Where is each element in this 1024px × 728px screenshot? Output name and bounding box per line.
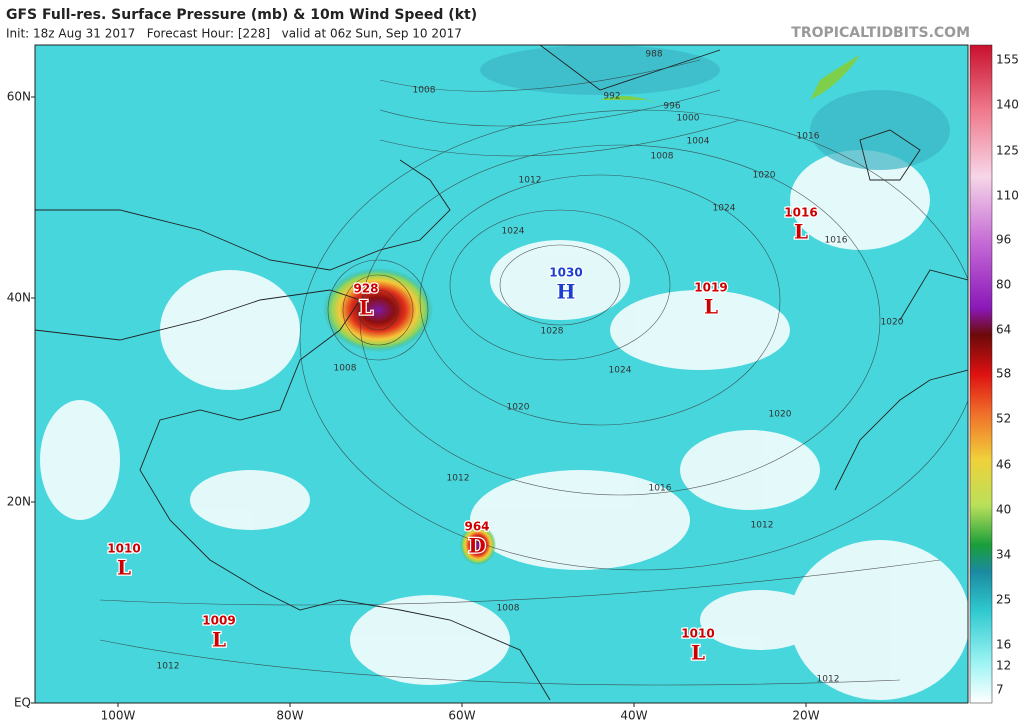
lon-label: 20W xyxy=(792,709,819,723)
subtitle: Init: 18z Aug 31 2017 Forecast Hour: [22… xyxy=(6,27,462,41)
colorbar-label: 80 xyxy=(996,278,1011,292)
center-pressure: 1009 xyxy=(202,614,235,628)
center-symbol: H xyxy=(557,280,576,304)
colorbar-label: 46 xyxy=(996,458,1011,472)
isobar-label: 1020 xyxy=(507,403,530,413)
isobar-label: 1012 xyxy=(519,176,542,186)
isobar-label: 1012 xyxy=(751,521,774,531)
lon-label: 80W xyxy=(276,709,303,723)
colorbar-label: 155 xyxy=(996,53,1019,67)
colorbar-label: 140 xyxy=(996,98,1019,112)
isobar-label: 1008 xyxy=(334,364,357,374)
colorbar-label: 110 xyxy=(996,189,1019,203)
map-field xyxy=(35,45,968,703)
isobar-label: 1016 xyxy=(649,484,672,494)
center-symbol: L xyxy=(117,556,131,580)
isobar-label: 992 xyxy=(603,92,620,102)
isobar-label: 1016 xyxy=(797,132,820,142)
isobar-label: 1020 xyxy=(881,318,904,328)
center-pressure: 1016 xyxy=(784,206,817,220)
isobar-label: 1008 xyxy=(413,86,436,96)
isobar-label: 1004 xyxy=(687,137,710,147)
colorbar-label: 34 xyxy=(996,548,1011,562)
colorbar-label: 64 xyxy=(996,323,1011,337)
center-pressure: 1019 xyxy=(694,281,727,295)
colorbar-label: 40 xyxy=(996,503,1011,517)
colorbar-label: 16 xyxy=(996,638,1011,652)
center-symbol: L xyxy=(794,220,808,244)
center-pressure: 1010 xyxy=(681,627,714,641)
map-frame xyxy=(34,44,969,704)
isobar-label: 1008 xyxy=(497,604,520,614)
colorbar-label: 96 xyxy=(996,233,1011,247)
lon-label: 100W xyxy=(101,709,136,723)
center-pressure: 1030 xyxy=(549,266,582,280)
lat-label: 20N xyxy=(7,495,31,509)
isobar-label: 1016 xyxy=(825,236,848,246)
lon-label: 60W xyxy=(448,709,475,723)
isobar-label: 1012 xyxy=(447,474,470,484)
lat-label: 60N xyxy=(7,90,31,104)
colorbar-label: 7 xyxy=(996,683,1004,697)
center-symbol: L xyxy=(359,296,373,320)
isobar-label: 1020 xyxy=(753,171,776,181)
colorbar-label: 52 xyxy=(996,412,1011,426)
lon-label: 40W xyxy=(620,709,647,723)
isobar-label: 1008 xyxy=(651,152,674,162)
colorbar-label: 25 xyxy=(996,593,1011,607)
isobar-label: 1024 xyxy=(609,366,632,376)
colorbar-label: 125 xyxy=(996,144,1019,158)
isobar-label: 1020 xyxy=(769,410,792,420)
colorbar xyxy=(969,44,993,704)
lat-label: 40N xyxy=(7,291,31,305)
center-pressure: 1010 xyxy=(107,542,140,556)
colorbar-label: 58 xyxy=(996,367,1011,381)
center-pressure: 928 xyxy=(353,282,378,296)
center-symbol: D xyxy=(468,534,485,558)
lat-label: EQ xyxy=(14,696,31,710)
title: GFS Full-res. Surface Pressure (mb) & 10… xyxy=(6,7,477,23)
center-pressure: 964 xyxy=(464,520,489,534)
isobar-label: 996 xyxy=(663,102,680,112)
center-symbol: L xyxy=(212,628,226,652)
isobar-label: 1028 xyxy=(541,327,564,337)
isobar-label: 1024 xyxy=(502,227,525,237)
colorbar-label: 12 xyxy=(996,659,1011,673)
isobar-label: 988 xyxy=(645,50,662,60)
isobar-label: 1024 xyxy=(713,204,736,214)
isobar-label: 1000 xyxy=(677,114,700,124)
isobar-label: 1012 xyxy=(817,675,840,685)
center-symbol: L xyxy=(704,295,718,319)
center-symbol: L xyxy=(691,641,705,665)
isobar-label: 1012 xyxy=(157,662,180,672)
site-name: TROPICALTIDBITS.COM xyxy=(791,25,970,41)
